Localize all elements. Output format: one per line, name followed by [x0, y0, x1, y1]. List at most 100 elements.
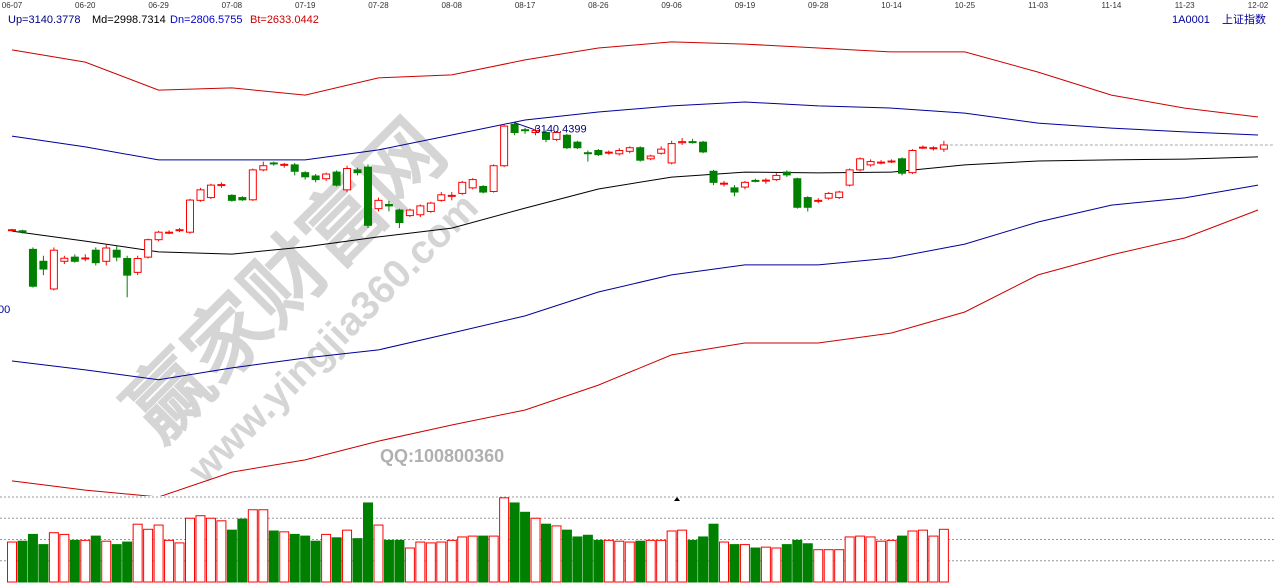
- volume-bar: [771, 547, 782, 583]
- candle-body: [866, 161, 875, 166]
- candle-body: [646, 155, 655, 160]
- candle-body: [730, 187, 739, 193]
- x-tick-label: 07-28: [368, 1, 389, 10]
- x-tick-label: 06-07: [2, 1, 23, 10]
- candle-body: [479, 186, 488, 193]
- candle-body: [709, 170, 718, 183]
- volume-bar: [310, 540, 321, 583]
- candle-body: [102, 247, 111, 262]
- x-tick-label: 11-14: [1101, 1, 1121, 10]
- volume-bar: [363, 502, 373, 583]
- candle-body: [353, 169, 362, 174]
- candle-body: [384, 204, 393, 207]
- volume-bar: [17, 540, 28, 583]
- x-tick-label: 07-08: [222, 1, 243, 10]
- candle-body: [740, 181, 749, 188]
- candle-body: [720, 182, 728, 185]
- price-panel: [8, 41, 1274, 496]
- volume-bar: [279, 531, 290, 583]
- volume-bar: [698, 536, 709, 583]
- volume-bar: [802, 543, 813, 583]
- volume-bar: [38, 544, 49, 583]
- indicator-dn: Dn=2806.5755: [170, 14, 242, 26]
- candle-body: [165, 231, 174, 234]
- candle-body: [112, 249, 121, 258]
- volume-bar: [237, 518, 248, 583]
- x-tick-label: 08-17: [515, 1, 536, 10]
- volume-bar: [928, 535, 939, 583]
- candle-body: [458, 181, 467, 194]
- candle-body: [877, 161, 886, 164]
- volume-bar: [823, 549, 834, 583]
- volume-bar: [289, 533, 300, 583]
- candle-body: [91, 249, 100, 264]
- candle-body: [908, 149, 917, 174]
- volume-bar: [425, 542, 436, 583]
- volume-bar: [342, 529, 353, 583]
- candle-body: [154, 231, 163, 241]
- volume-bar: [436, 541, 447, 583]
- volume-bar: [551, 525, 562, 583]
- volume-bar: [897, 535, 907, 583]
- candle-body: [500, 125, 509, 167]
- volume-bar: [185, 517, 195, 583]
- candle-body: [898, 158, 906, 174]
- volume-bar: [729, 544, 740, 583]
- candle-body: [133, 258, 142, 273]
- candle-body: [395, 209, 404, 224]
- high-annotation: 3140.4399: [535, 124, 587, 136]
- volume-bar: [813, 549, 824, 583]
- candle-body: [699, 141, 708, 153]
- x-tick-label: 06-20: [75, 1, 96, 10]
- candle-body: [280, 163, 289, 166]
- candle-body: [887, 160, 896, 163]
- volume-bar: [488, 535, 499, 583]
- candle-body: [688, 141, 697, 144]
- candle-body: [227, 194, 236, 201]
- volume-bar: [383, 539, 394, 583]
- volume-bar: [635, 540, 646, 583]
- candle-body: [573, 141, 582, 149]
- price-label: 00: [0, 304, 10, 316]
- volume-bar: [247, 509, 258, 583]
- candle-body: [657, 148, 666, 154]
- volume-bar: [541, 523, 551, 583]
- volume-bar: [101, 540, 112, 583]
- index-name: 上证指数: [1222, 12, 1266, 26]
- candle-body: [39, 260, 48, 270]
- candle-body: [615, 149, 624, 155]
- volume-bar: [446, 539, 457, 583]
- candle-body: [447, 194, 456, 197]
- x-tick-label: 08-08: [442, 1, 463, 10]
- volume-bar: [415, 541, 426, 583]
- volume-bar: [708, 523, 719, 583]
- candle-body: [186, 199, 194, 233]
- candle-body: [18, 230, 27, 233]
- candle-body: [364, 166, 372, 226]
- volume-bar: [268, 530, 279, 583]
- volume-bar: [656, 539, 667, 583]
- candle-body: [761, 179, 770, 182]
- volume-bar: [855, 535, 866, 583]
- indicator-md: Md=2998.7314: [92, 14, 166, 26]
- candle-body: [426, 202, 435, 212]
- candle-body: [939, 144, 948, 150]
- annotation-leader: [514, 122, 535, 131]
- candle-body: [60, 257, 69, 262]
- candle-body: [28, 248, 37, 287]
- volume-bar: [467, 535, 478, 583]
- x-tick-label: 11-23: [1175, 1, 1195, 10]
- candle-body: [782, 171, 791, 176]
- x-tick-label: 09-06: [661, 1, 682, 10]
- volume-bar: [90, 535, 101, 583]
- candle-body: [374, 199, 383, 210]
- x-tick-label: 12-02: [1248, 1, 1269, 10]
- volume-bar: [666, 530, 677, 583]
- band-line: [11, 156, 1259, 255]
- candle-body: [175, 229, 184, 232]
- volume-bar: [520, 511, 531, 583]
- volume-bar: [331, 537, 342, 583]
- volume-bar: [499, 497, 510, 583]
- watermark: 赢家财富网 www.yingjia360.com QQ:100800360: [109, 104, 504, 493]
- indicator-bt: Bt=2633.0442: [250, 14, 319, 26]
